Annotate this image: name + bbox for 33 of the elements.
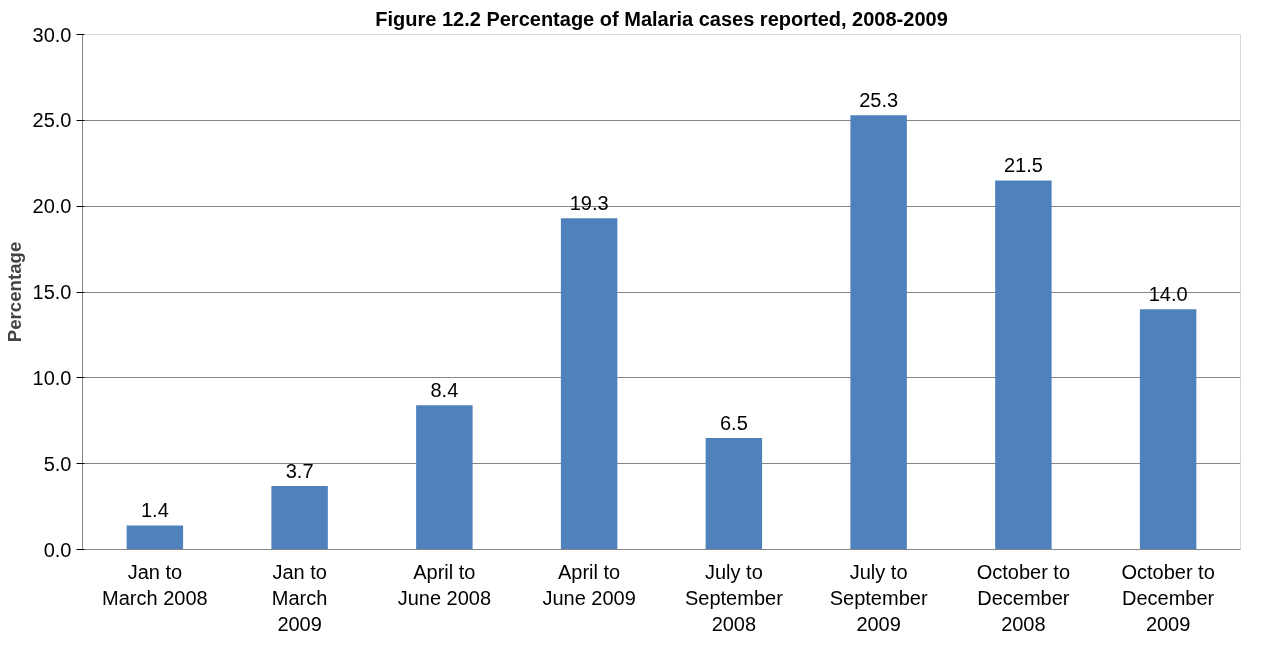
x-tick-label: July to September 2008 [684,560,784,636]
data-label: 25.3 [859,89,899,112]
chart-title: Figure 12.2 Percentage of Malaria cases reported, 2008-2009 [375,7,948,30]
y-tick-label: 5.0 [43,452,72,475]
data-label: 3.7 [285,459,314,482]
data-label: 19.3 [569,192,609,215]
bar [560,218,618,550]
y-tick-label: 25.0 [32,109,72,132]
x-tick-label: April to June 2008 [397,560,492,609]
bar [416,405,473,550]
data-label: 8.4 [430,379,459,402]
x-tick-label: October to December 2009 [1121,560,1215,636]
bar [850,115,907,550]
bar [995,180,1052,550]
x-tick-label: October to December 2008 [976,560,1071,636]
x-tick-label: Jan to March 2008 [102,560,208,609]
y-tick-label: 30.0 [32,23,72,46]
bar [126,525,184,550]
y-tick-label: 15.0 [32,281,72,303]
data-label: 14.0 [1148,283,1188,306]
data-label: 21.5 [1003,154,1043,177]
y-tick-label: 20.0 [32,195,72,218]
x-tick-label: April to June 2009 [542,560,636,609]
bar [1139,309,1197,550]
y-tick-label: 0.0 [43,538,72,561]
x-tick-label: Jan to March 2009 [271,560,328,636]
data-label: 6.5 [719,411,748,434]
bar [705,437,763,550]
y-tick-label: 10.0 [32,366,72,389]
x-tick-label: July to September 2009 [829,560,928,636]
bar [271,485,328,550]
y-axis-title: Percentage [3,241,25,343]
data-label: 1.4 [140,499,169,522]
